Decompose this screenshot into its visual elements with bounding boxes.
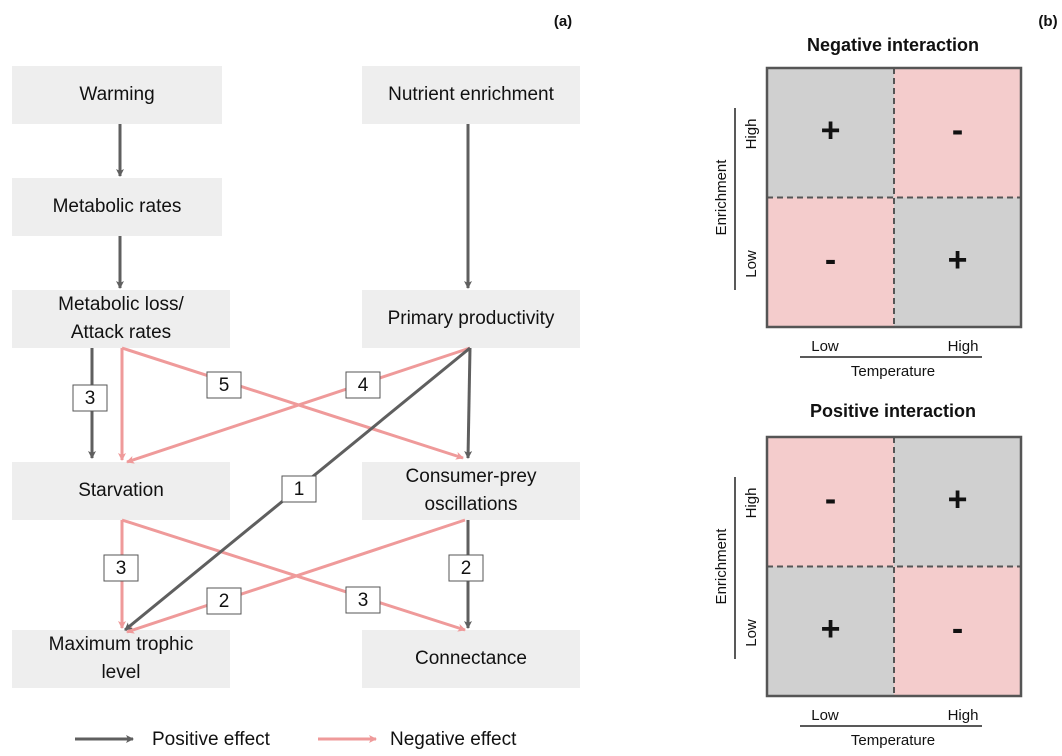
y-tick-label: Low: [743, 250, 760, 278]
y-axis-title: Enrichment: [713, 528, 730, 605]
node-label: Metabolic rates: [53, 196, 182, 217]
node-box: [12, 290, 230, 348]
panel-label: (b): [1038, 13, 1057, 30]
grid-frame: [765, 66, 1023, 329]
cell-sign: -: [825, 481, 836, 519]
cell-sign: -: [952, 112, 963, 150]
legend-label: Positive effect: [152, 729, 271, 750]
edge-label-box: [281, 475, 317, 503]
edge-label: 2: [219, 591, 230, 612]
x-tick-label: High: [948, 707, 979, 724]
cell-sign: -: [825, 241, 836, 279]
grid-title: Negative interaction: [807, 35, 979, 55]
node-box: [12, 462, 230, 520]
grid-cell: [767, 566, 894, 696]
x-tick-label: Low: [811, 338, 839, 355]
grid-cell: [894, 437, 1021, 567]
cell-sign: -: [952, 610, 963, 648]
node-box: [362, 630, 580, 688]
edge-label: 5: [219, 375, 230, 396]
edge-label-box: [345, 586, 381, 614]
y-tick-label: High: [743, 119, 760, 150]
y-tick-label: High: [743, 488, 760, 519]
grid-title: Positive interaction: [810, 401, 976, 421]
x-tick-label: High: [948, 338, 979, 355]
node-box: [362, 66, 580, 124]
node-label: oscillations: [425, 494, 518, 515]
grid-cell: [894, 566, 1021, 696]
grid-cell: [767, 197, 894, 327]
panel-label: (a): [554, 13, 572, 30]
arrow: [464, 347, 473, 459]
cell-sign: +: [948, 241, 968, 279]
node-label: Metabolic loss/: [58, 294, 184, 315]
grid-frame: [765, 435, 1023, 698]
grid-cell: [767, 68, 894, 198]
node-label: Connectance: [415, 648, 527, 669]
edge-label: 3: [358, 590, 369, 611]
edge-label: 2: [461, 558, 472, 579]
node-box: [12, 66, 222, 124]
arrow: [121, 518, 466, 632]
node-label: Starvation: [78, 480, 164, 501]
arrow: [126, 518, 466, 634]
edge-label: 3: [85, 388, 96, 409]
node-box: [12, 630, 230, 688]
cell-sign: +: [948, 481, 968, 519]
y-axis-title: Enrichment: [713, 159, 730, 236]
x-axis-title: Temperature: [851, 732, 935, 749]
edge-label-box: [448, 554, 484, 582]
node-box: [362, 290, 580, 348]
node-label: level: [101, 662, 140, 683]
x-axis-title: Temperature: [851, 363, 935, 380]
grid-cell: [894, 197, 1021, 327]
edge-label-box: [206, 587, 242, 615]
node-label: Attack rates: [71, 322, 171, 343]
cell-sign: +: [821, 112, 841, 150]
x-tick-label: Low: [811, 707, 839, 724]
edge-label-box: [206, 371, 242, 399]
edge-label: 4: [358, 375, 369, 396]
legend-label: Negative effect: [390, 729, 517, 750]
node-label: Warming: [79, 84, 154, 105]
node-label: Maximum trophic: [49, 634, 194, 655]
arrow: [126, 346, 471, 464]
cell-sign: +: [821, 610, 841, 648]
node-label: Primary productivity: [388, 308, 555, 329]
node-label: Consumer-prey: [406, 466, 537, 487]
y-tick-label: Low: [743, 619, 760, 647]
edge-label-box: [103, 554, 139, 582]
arrow: [121, 346, 464, 460]
node-box: [362, 462, 580, 520]
edge-label: 3: [116, 558, 127, 579]
edge-label: 1: [294, 479, 305, 500]
edge-label-box: [72, 384, 108, 412]
edge-label-box: [345, 371, 381, 399]
grid-cell: [767, 437, 894, 567]
node-label: Nutrient enrichment: [388, 84, 555, 105]
grid-cell: [894, 68, 1021, 198]
node-box: [12, 178, 222, 236]
